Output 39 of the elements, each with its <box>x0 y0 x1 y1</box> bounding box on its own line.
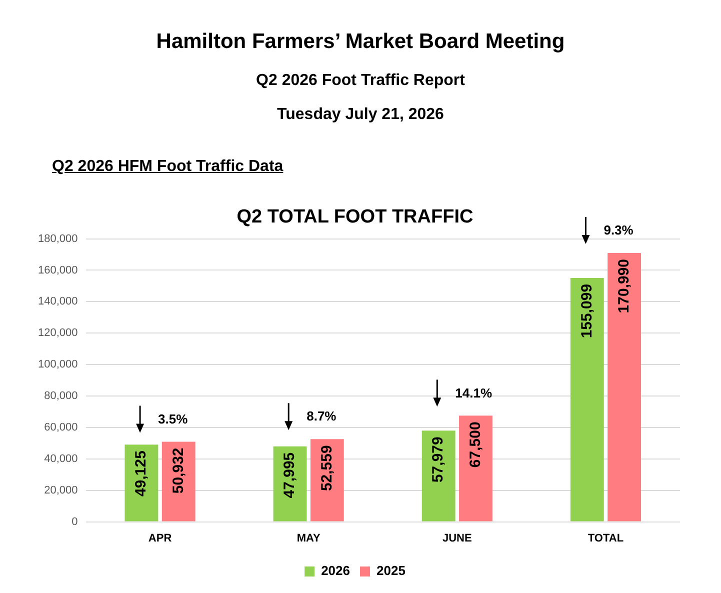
data-label: 49,125 <box>132 450 150 496</box>
y-tick-label: 80,000 <box>44 390 78 402</box>
chart-title: Hamilton Farmers’ Market Board Meeting <box>155 30 566 54</box>
data-label: 52,559 <box>318 445 336 492</box>
data-label: 50,932 <box>170 448 187 494</box>
bar <box>608 252 642 522</box>
data-label: 67,500 <box>466 422 484 468</box>
data-label: 170,990 <box>615 258 632 314</box>
bar <box>570 278 604 522</box>
data-label: 57,979 <box>430 436 447 483</box>
text: Tuesday July 21, 2026 <box>276 106 445 124</box>
y-tick-label: 20,000 <box>44 484 78 496</box>
y-tick-label: 120,000 <box>38 327 78 340</box>
text: Q2 TOTAL FOOT TRAFFIC <box>236 206 474 228</box>
y-tick-label: 40,000 <box>44 452 78 465</box>
legend-label: 2025 <box>376 563 406 578</box>
data-label: 47,995 <box>281 452 298 498</box>
annotation: 3.5% <box>158 411 188 426</box>
bar <box>422 430 456 522</box>
chart-subtitle: Q2 2026 Foot Traffic Report <box>255 72 466 90</box>
annotation: 14.1% <box>455 385 492 400</box>
x-tick-label: JUNE <box>442 532 472 544</box>
y-tick-label: 100,000 <box>38 358 78 371</box>
x-tick-label: TOTAL <box>588 532 624 544</box>
annotation: 8.7% <box>306 408 337 424</box>
bar <box>162 442 196 522</box>
text: Q2 2026 HFM Foot Traffic Data <box>52 158 284 176</box>
data-label: 155,099 <box>578 284 596 338</box>
x-tick-label: MAY <box>296 532 321 544</box>
text: 9.3% <box>604 222 634 238</box>
y-tick-label: 180,000 <box>38 232 78 245</box>
legend-label: 2026 <box>321 563 350 578</box>
y-tick-label: 0 <box>72 516 78 528</box>
bar <box>310 439 344 522</box>
y-tick-label: 60,000 <box>44 422 78 434</box>
y-tick-label: 160,000 <box>38 264 78 276</box>
y-tick-label: 140,000 <box>38 296 78 308</box>
x-tick-label: APR <box>148 532 172 544</box>
bar <box>459 416 492 522</box>
